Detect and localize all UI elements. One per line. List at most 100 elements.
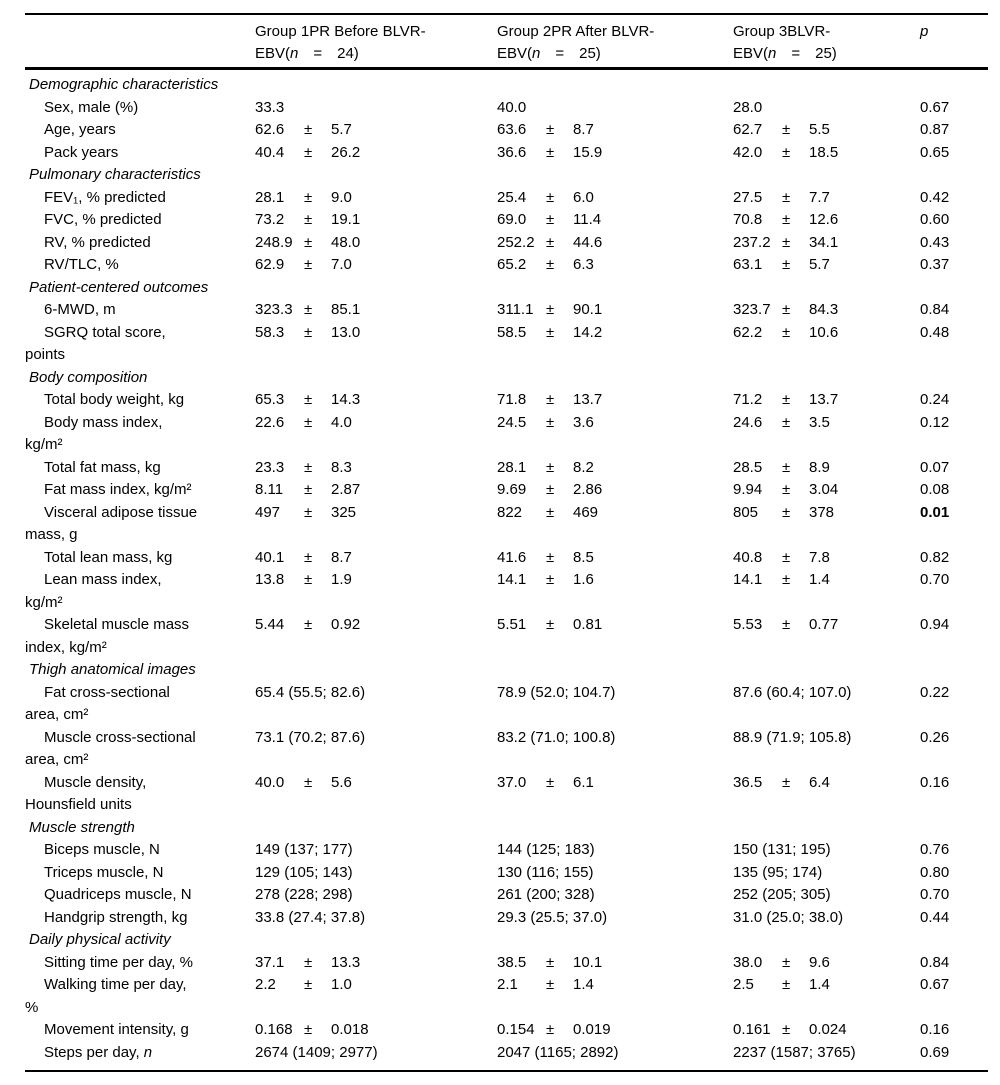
- header-group2-line1: Group 2PR After BLVR-: [497, 23, 655, 40]
- value-cell-group2: 311.1 ±90.1: [497, 299, 733, 322]
- p-value: 0.43: [920, 233, 950, 251]
- plus-minus-sign: ±: [782, 211, 791, 228]
- value-cell-group3: 135 (95; 174): [733, 862, 920, 885]
- value-cell-group1: 65.4 (55.5; 82.6): [255, 682, 497, 727]
- value-cell-group2: 822 ±469: [497, 502, 733, 547]
- header-group1-line1: Group 1PR Before BLVR-: [255, 23, 426, 40]
- mean-value: 25.4: [497, 188, 527, 206]
- section-row: Body composition: [25, 367, 988, 390]
- header-group1: Group 1PR Before BLVR- EBV(n = 24): [255, 21, 497, 65]
- row-label: Quadriceps muscle, N: [25, 884, 255, 907]
- mean-value: 2.1: [497, 976, 518, 993]
- row-label: SGRQ total score, points: [25, 322, 255, 367]
- value-cell-group2: 28.1 ±8.2: [497, 457, 733, 480]
- mean-value: 69.0: [497, 211, 527, 228]
- row-label-text: Pack years: [44, 143, 119, 161]
- row-label-text: Fat mass index, kg/m²: [44, 481, 192, 498]
- value-cell-group3: 150 (131; 195): [733, 839, 920, 862]
- value-text: 87.6 (60.4; 107.0): [733, 683, 852, 701]
- p-value: 0.76: [920, 841, 950, 858]
- header-group3-prefix: EBV(: [733, 45, 769, 62]
- row-label: Sitting time per day, %: [25, 952, 255, 975]
- value-cell-group3: 2.5 ±1.4: [733, 974, 920, 1019]
- plus-minus-sign: ±: [546, 211, 555, 228]
- value-cell-group1: 40.4 ±26.2: [255, 142, 497, 165]
- sd-value: 3.6: [573, 413, 594, 431]
- value-cell-group1: 2.2 ±1.0: [255, 974, 497, 1019]
- mean-value: 40.0: [255, 773, 285, 791]
- sd-value: 7.0: [331, 256, 352, 273]
- p-value: 0.01: [920, 503, 950, 521]
- table-row: Muscle density, Hounsfield units 40.0 ±5.6…: [25, 772, 988, 817]
- value-cell-group3: 0.161 ±0.024: [733, 1019, 920, 1042]
- value-cell-group3: 2237 (1587; 3765): [733, 1042, 920, 1065]
- sd-value: 8.2: [573, 458, 594, 476]
- section-label: Body composition: [29, 368, 148, 386]
- mean-value: 0.168: [255, 1021, 293, 1038]
- table-row: Lean mass index, kg/m² 13.8 ±1.9 14.1 ±1.6 14…: [25, 569, 988, 614]
- value-cell-group3: 9.94 ±3.04: [733, 479, 920, 502]
- mean-value: 58.3: [255, 323, 285, 341]
- value-cell-group2: 2047 (1165; 2892): [497, 1042, 733, 1065]
- row-label: Total body weight, kg: [25, 389, 255, 412]
- table-row: Total fat mass, kg 23.3 ±8.3 28.1 ±8.2 28.5 ±8…: [25, 457, 988, 480]
- value-text: 33.8 (27.4; 37.8): [255, 908, 366, 926]
- plus-minus-sign: ±: [782, 323, 791, 341]
- value-text: 29.3 (25.5; 37.0): [497, 908, 608, 926]
- value-cell-group1: 497 ±325: [255, 502, 497, 547]
- table-row: 6-MWD, m 323.3 ±85.1 311.1 ±90.1 323.7 ±84.3 0.…: [25, 299, 988, 322]
- plus-minus-sign: ±: [782, 616, 791, 633]
- sd-value: 6.0: [573, 188, 594, 206]
- section-row: Thigh anatomical images: [25, 659, 988, 682]
- plus-minus-sign: ±: [782, 301, 791, 318]
- plus-minus-sign: ±: [304, 211, 313, 228]
- mean-value: 36.6: [497, 143, 527, 161]
- value-text: 144 (125; 183): [497, 841, 595, 858]
- plus-minus-sign: ±: [546, 1021, 555, 1038]
- mean-value: 70.8: [733, 211, 763, 228]
- plus-minus-sign: ±: [546, 413, 555, 431]
- plus-minus-sign: ±: [546, 256, 555, 273]
- sd-value: 7.7: [809, 188, 830, 206]
- mean-value: 2.5: [733, 976, 754, 993]
- value-cell-group3: 323.7 ±84.3: [733, 299, 920, 322]
- value-cell-group1: 73.1 (70.2; 87.6): [255, 727, 497, 772]
- value-cell-group1: 62.9 ±7.0: [255, 254, 497, 277]
- row-label-text: SGRQ total score, points: [25, 323, 166, 364]
- plus-minus-sign: ±: [304, 233, 313, 251]
- mean-value: 9.94: [733, 481, 763, 498]
- sd-value: 44.6: [573, 233, 603, 251]
- value-cell-group1: 23.3 ±8.3: [255, 457, 497, 480]
- section-label: Thigh anatomical images: [29, 661, 196, 678]
- mean-value: 62.2: [733, 323, 763, 341]
- mean-value: 71.2: [733, 391, 763, 408]
- mean-value: 9.69: [497, 481, 527, 498]
- mean-value: 62.9: [255, 256, 285, 273]
- table-row: Sitting time per day, % 37.1 ±13.3 38.5 ±10.…: [25, 952, 988, 975]
- value-cell-group1: 65.3 ±14.3: [255, 389, 497, 412]
- p-value: 0.84: [920, 301, 950, 318]
- plus-minus-sign: ±: [782, 548, 791, 566]
- table-row: Body mass index, kg/m² 22.6 ±4.0 24.5 ±3.6 24…: [25, 412, 988, 457]
- mean-value: 41.6: [497, 548, 527, 566]
- mean-value: 14.1: [733, 571, 763, 588]
- value-cell-group2: 2.1 ±1.4: [497, 974, 733, 1019]
- header-group2: Group 2PR After BLVR- EBV(n = 25): [497, 21, 733, 65]
- table-row: RV/TLC, % 62.9 ±7.0 65.2 ±6.3 63.1 ±5.7 0.37: [25, 254, 988, 277]
- value-cell-group2: 38.5 ±10.1: [497, 952, 733, 975]
- sd-value: 10.1: [573, 953, 603, 971]
- value-cell-group3: 70.8 ±12.6: [733, 209, 920, 232]
- p-value: 0.12: [920, 413, 950, 431]
- sd-value: 8.7: [331, 548, 352, 566]
- sd-value: 0.019: [573, 1021, 611, 1038]
- mean-value: 248.9: [255, 233, 293, 251]
- plus-minus-sign: ±: [304, 616, 313, 633]
- plus-minus-sign: ±: [546, 188, 555, 206]
- value-cell-group2: 71.8 ±13.7: [497, 389, 733, 412]
- p-value: 0.87: [920, 121, 950, 138]
- value-cell-group3: 14.1 ±1.4: [733, 569, 920, 614]
- p-value: 0.60: [920, 211, 950, 228]
- value-cell-group2: 14.1 ±1.6: [497, 569, 733, 614]
- value-text: 2237 (1587; 3765): [733, 1043, 856, 1061]
- row-label: Walking time per day, %: [25, 974, 255, 1019]
